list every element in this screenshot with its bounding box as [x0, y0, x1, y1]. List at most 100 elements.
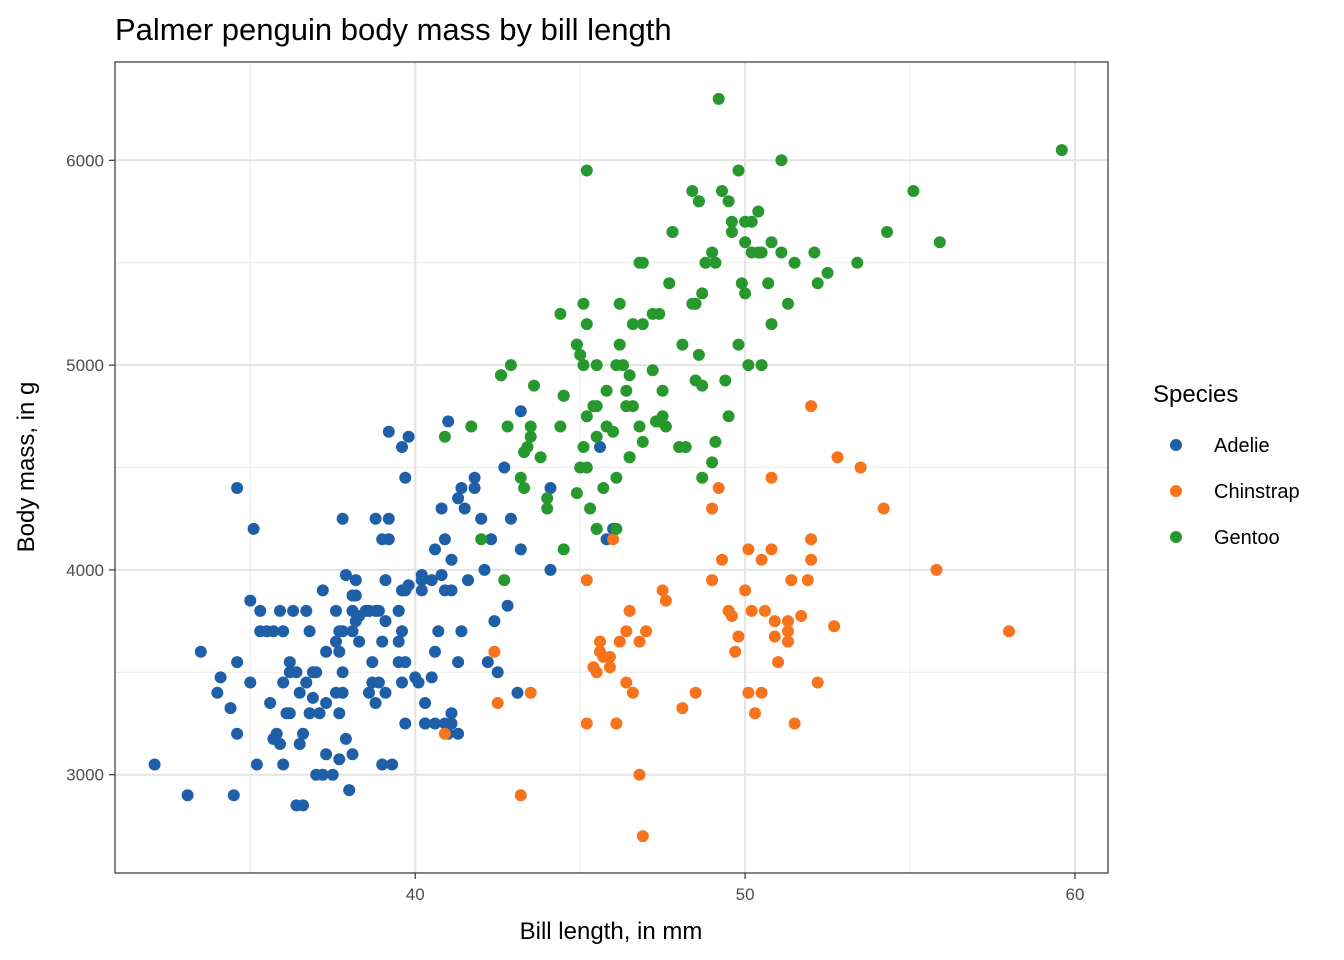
data-point — [310, 768, 323, 781]
data-point — [933, 236, 946, 249]
data-point — [283, 666, 296, 679]
data-point — [429, 717, 441, 730]
data-point — [831, 451, 844, 464]
data-point — [244, 594, 257, 607]
data-point — [306, 691, 319, 704]
data-point — [224, 702, 237, 715]
data-point — [326, 768, 339, 781]
data-point — [755, 553, 768, 566]
data-point — [811, 676, 824, 689]
x-axis-title: Bill length, in mm — [520, 918, 703, 945]
data-point — [745, 246, 758, 259]
data-point — [574, 348, 587, 361]
data-point — [501, 420, 514, 433]
data-point — [706, 246, 719, 259]
series-chinstrap — [438, 400, 1015, 843]
data-point — [501, 599, 514, 612]
y-tick-label: 6000 — [66, 151, 104, 170]
data-point — [686, 185, 699, 197]
legend-label-chinstrap: Chinstrap — [1214, 481, 1300, 503]
data-point — [676, 338, 689, 351]
data-point — [554, 307, 567, 320]
data-point — [768, 615, 781, 628]
data-point — [584, 502, 597, 515]
chart-title: Palmer penguin body mass by bill length — [115, 12, 672, 47]
data-point — [432, 625, 445, 638]
data-point — [382, 512, 395, 525]
data-point — [297, 727, 309, 740]
data-point — [725, 215, 738, 228]
data-point — [419, 697, 432, 709]
data-point — [636, 256, 649, 269]
x-axis: 40 50 60 — [406, 873, 1084, 904]
data-point — [577, 359, 590, 372]
data-point — [636, 318, 649, 331]
data-point — [211, 686, 224, 699]
data-point — [782, 635, 794, 648]
legend-key-adelie — [1170, 439, 1182, 451]
data-point — [306, 666, 319, 679]
data-point — [369, 604, 382, 617]
data-point — [739, 215, 752, 228]
data-point — [782, 615, 794, 628]
data-point — [716, 553, 728, 566]
data-point — [580, 574, 593, 587]
data-point — [514, 405, 527, 418]
data-point — [247, 522, 260, 535]
data-point — [758, 604, 771, 617]
data-point — [231, 482, 244, 494]
data-point — [376, 533, 389, 546]
data-point — [633, 420, 646, 433]
data-point — [452, 727, 465, 740]
data-point — [339, 732, 352, 745]
data-point — [689, 374, 702, 387]
data-point — [303, 625, 316, 638]
x-tick-label: 40 — [406, 885, 425, 904]
data-point — [442, 415, 455, 428]
data-point — [452, 656, 465, 669]
data-point — [851, 256, 864, 269]
data-point — [528, 379, 540, 392]
data-point — [775, 246, 788, 259]
data-point — [320, 748, 333, 761]
data-point — [600, 384, 613, 397]
data-point — [524, 430, 537, 443]
data-point — [435, 502, 448, 515]
data-point — [755, 246, 768, 259]
data-point — [396, 676, 408, 689]
data-point — [805, 400, 818, 413]
data-point — [620, 625, 633, 638]
data-point — [402, 579, 415, 592]
data-point — [475, 512, 488, 525]
data-point — [640, 625, 653, 638]
y-tick-label: 5000 — [66, 356, 104, 375]
data-point — [313, 707, 326, 720]
data-point — [554, 420, 567, 433]
data-point — [706, 574, 719, 587]
data-point — [633, 768, 646, 781]
data-point — [481, 656, 494, 669]
data-point — [907, 185, 920, 197]
data-point — [534, 451, 547, 464]
data-point — [320, 645, 333, 658]
data-point — [438, 430, 451, 443]
data-point — [366, 676, 379, 689]
data-point — [755, 686, 768, 699]
data-point — [524, 686, 537, 699]
data-point — [732, 630, 745, 643]
data-point — [788, 717, 801, 730]
data-point — [805, 553, 818, 566]
data-point — [610, 359, 623, 372]
data-point — [1003, 625, 1015, 638]
data-point — [666, 226, 679, 238]
data-point — [495, 369, 507, 382]
legend-title: Species — [1153, 381, 1238, 408]
data-point — [336, 512, 349, 525]
data-point — [620, 676, 633, 689]
data-point — [785, 574, 798, 587]
data-point — [623, 604, 636, 617]
data-point — [626, 686, 639, 699]
data-point — [369, 512, 382, 525]
data-point — [369, 697, 382, 709]
data-point — [277, 676, 290, 689]
